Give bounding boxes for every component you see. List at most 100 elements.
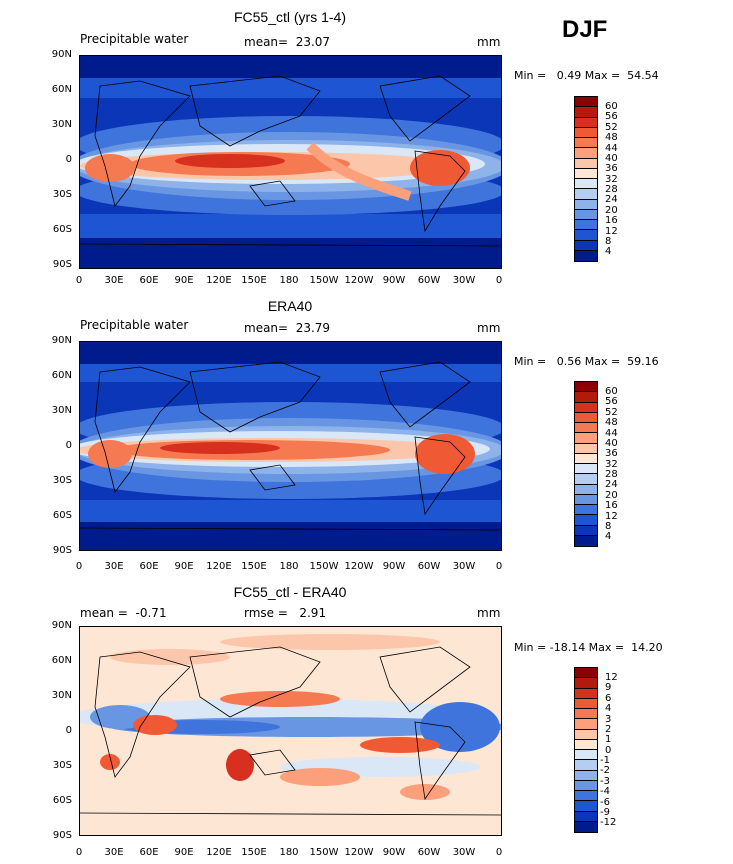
panel-unit-model: mm xyxy=(477,35,501,49)
colorbar-swatch xyxy=(575,515,597,526)
lon-label-p2-150e: 150E xyxy=(241,561,267,572)
colorbar-label: 32 xyxy=(605,173,618,185)
season-label: DJF xyxy=(562,16,608,43)
colorbar-label: 24 xyxy=(605,479,618,491)
lat-label-p3-30s: 30S xyxy=(52,760,72,771)
colorbar-label: 52 xyxy=(605,406,618,418)
panel-unit-obs: mm xyxy=(477,321,501,335)
colorbar-label: 20 xyxy=(605,204,618,216)
colorbar-swatch xyxy=(575,739,597,750)
lon-label-p2-180: 180 xyxy=(279,561,299,572)
lat-label-p3-eq: 0 xyxy=(65,725,72,736)
colorbar-label: 60 xyxy=(605,386,618,397)
colorbar-swatch xyxy=(575,127,597,138)
colorbar-label: 0 xyxy=(605,744,612,756)
colorbar-label: 40 xyxy=(605,152,618,164)
colorbar-swatch xyxy=(575,801,597,812)
panel-title-diff: FC55_ctl - ERA40 xyxy=(233,584,347,600)
colorbar-label: 12 xyxy=(605,225,618,237)
panel-minmax-model: Min = 0.49 Max = 54.54 xyxy=(514,69,659,82)
colorbar-swatch xyxy=(575,433,597,444)
lon-label-p1-150w: 150W xyxy=(309,275,339,286)
colorbar-swatch xyxy=(575,209,597,220)
lat-label-p1-90n: 90N xyxy=(51,49,72,60)
panel-title-model: FC55_ctl (yrs 1-4) xyxy=(233,9,347,25)
lon-label-p3-0: 0 xyxy=(75,847,83,858)
lat-label-p3-60s: 60S xyxy=(52,795,72,806)
colorbar-swatch xyxy=(575,729,597,740)
colorbar-label: 48 xyxy=(605,417,618,429)
lon-label-p1-0e: 0 xyxy=(495,275,503,286)
lon-label-p1-0: 0 xyxy=(75,275,83,286)
lon-label-p1-150e: 150E xyxy=(241,275,267,286)
colorbar-swatch xyxy=(575,220,597,231)
lon-label-p1-180: 180 xyxy=(279,275,299,286)
lat-label-p3-90n: 90N xyxy=(51,620,72,631)
colorbar-label: 8 xyxy=(605,235,612,247)
colorbar-swatch xyxy=(575,484,597,495)
lon-label-p1-60w: 60W xyxy=(417,275,441,286)
colorbar-label: 24 xyxy=(605,194,618,206)
lon-label-p2-60e: 60E xyxy=(139,561,159,572)
colorbar-swatch xyxy=(575,750,597,761)
panel-unit-diff: mm xyxy=(477,606,501,620)
colorbar-label: 40 xyxy=(605,437,618,449)
lat-label-p2-60n: 60N xyxy=(51,370,72,381)
colorbar-swatch xyxy=(575,464,597,475)
lat-label-p3-90s: 90S xyxy=(52,830,72,841)
colorbar-label: 16 xyxy=(605,215,618,227)
lon-label-p2-120w: 120W xyxy=(344,561,374,572)
colorbar-swatch xyxy=(575,791,597,802)
lon-label-p3-150w: 150W xyxy=(309,847,339,858)
colorbar-swatch xyxy=(575,107,597,118)
lon-label-p1-30e: 30E xyxy=(104,275,124,286)
colorbar-swatch xyxy=(575,780,597,791)
map-diff xyxy=(79,626,502,836)
colorbar-swatch xyxy=(575,668,597,679)
lon-label-p2-0e: 0 xyxy=(495,561,503,572)
lat-label-p3-60n: 60N xyxy=(51,655,72,666)
colorbar-swatch xyxy=(575,158,597,169)
panel-minmax-obs: Min = 0.56 Max = 59.16 xyxy=(514,355,659,368)
colorbar-swatch xyxy=(575,250,597,261)
colorbar-swatch xyxy=(575,821,597,832)
colorbar-label: 16 xyxy=(605,500,618,512)
lon-label-p3-30e: 30E xyxy=(104,847,124,858)
colorbar-label: 12 xyxy=(605,510,618,522)
colorbar-label: 28 xyxy=(605,184,618,195)
colorbar-swatch xyxy=(575,688,597,699)
colorbar-diff xyxy=(574,667,598,833)
colorbar-label: 3 xyxy=(605,713,612,725)
lon-label-p3-90e: 90E xyxy=(174,847,194,858)
colorbar-label: -2 xyxy=(600,765,610,777)
lon-label-p2-0: 0 xyxy=(75,561,83,572)
lat-label-p1-60n: 60N xyxy=(51,84,72,95)
lat-label-p2-30s: 30S xyxy=(52,475,72,486)
lat-label-p2-90s: 90S xyxy=(52,545,72,556)
colorbar-label: 28 xyxy=(605,469,618,480)
colorbar-label: 52 xyxy=(605,121,618,133)
panel-mean-model: mean= 23.07 xyxy=(244,35,331,49)
lat-label-p3-30n: 30N xyxy=(51,690,72,701)
colorbar-label: 56 xyxy=(605,111,618,123)
map-model xyxy=(79,55,502,269)
colorbar-label: 36 xyxy=(605,163,618,175)
lat-label-p2-60s: 60S xyxy=(52,510,72,521)
map-obs-field xyxy=(80,342,501,550)
lon-axis-p1: 0 30E 60E 90E 120E 150E 180 150W 120W 90… xyxy=(59,275,529,289)
colorbar-label: 4 xyxy=(605,246,612,258)
lon-label-p2-90e: 90E xyxy=(174,561,194,572)
colorbar-swatch xyxy=(575,117,597,128)
colorbar-label: 4 xyxy=(605,703,612,715)
lon-label-p3-60w: 60W xyxy=(417,847,441,858)
map-model-field xyxy=(80,56,501,268)
colorbar-label: 20 xyxy=(605,489,618,501)
lon-label-p2-90w: 90W xyxy=(382,561,406,572)
colorbar-label: -1 xyxy=(600,755,610,766)
colorbar-label: 1 xyxy=(605,734,612,746)
colorbar-swatch xyxy=(575,525,597,536)
colorbar-label: 32 xyxy=(605,458,618,470)
colorbar-label: 8 xyxy=(605,520,612,532)
lon-label-p1-30w: 30W xyxy=(452,275,476,286)
lat-label-p1-90s: 90S xyxy=(52,259,72,270)
